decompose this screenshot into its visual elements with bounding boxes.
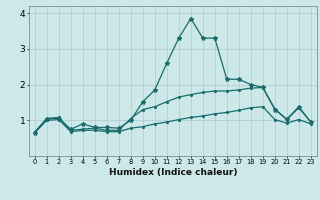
X-axis label: Humidex (Indice chaleur): Humidex (Indice chaleur) bbox=[108, 168, 237, 177]
